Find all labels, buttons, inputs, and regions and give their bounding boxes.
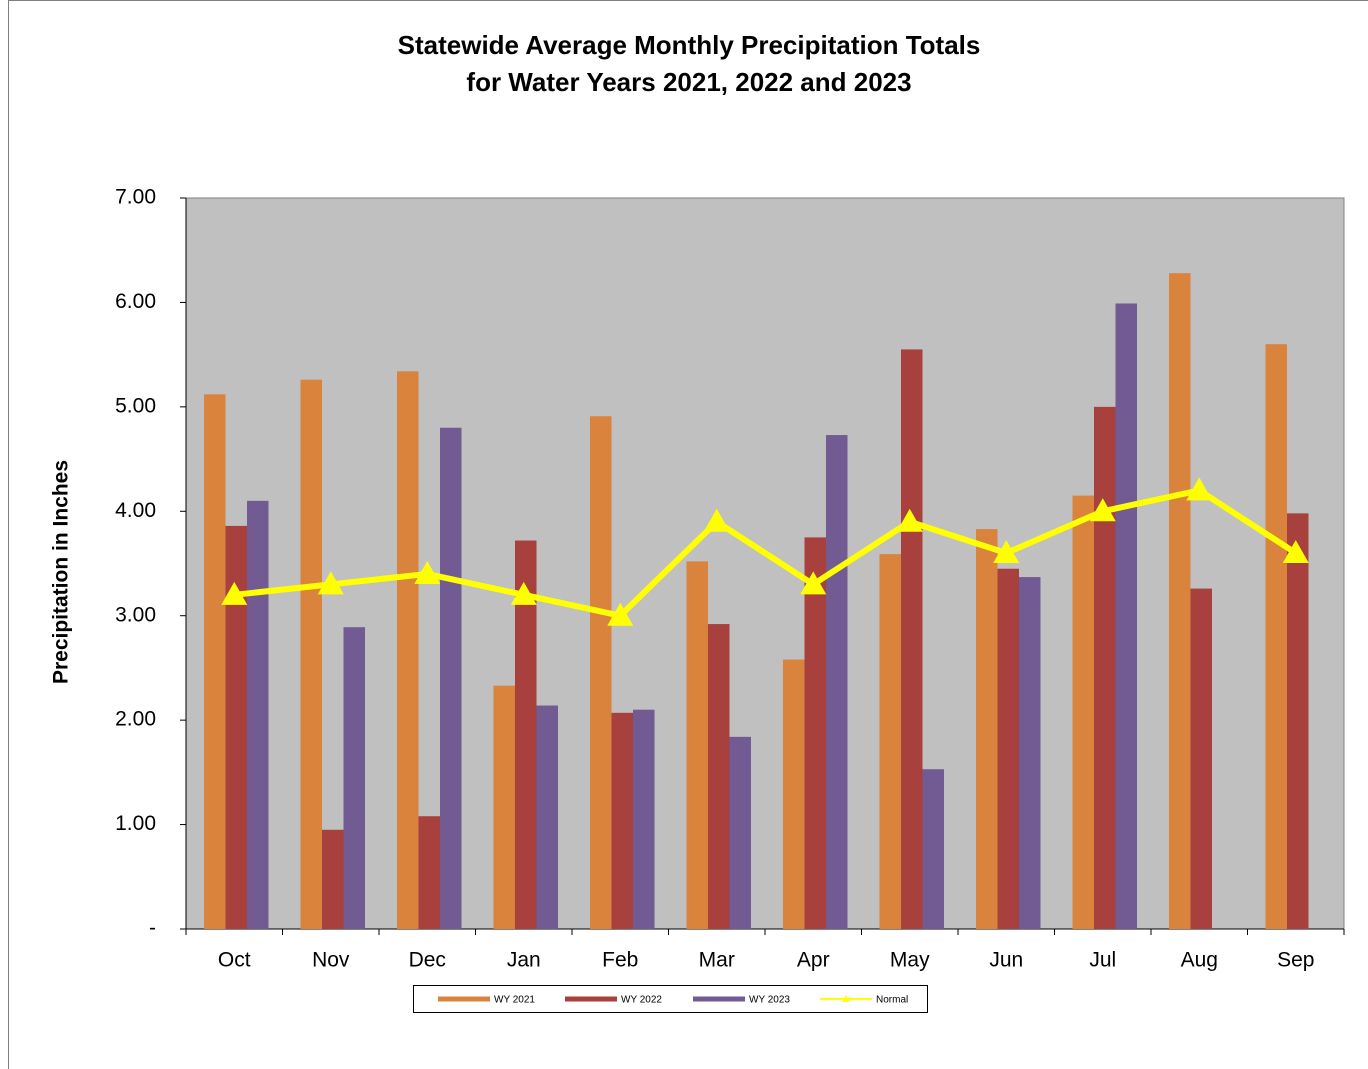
y-tick-label: 2.00 bbox=[115, 708, 156, 731]
bar bbox=[300, 379, 322, 930]
x-tick-label: May bbox=[890, 949, 930, 972]
bar bbox=[204, 394, 226, 930]
x-tick-label: Mar bbox=[699, 949, 735, 972]
bar bbox=[686, 561, 708, 929]
legend-label: WY 2022 bbox=[621, 995, 662, 1006]
y-tick-label: - bbox=[149, 917, 156, 940]
chart-title: Statewide Average Monthly Precipitation … bbox=[398, 30, 981, 60]
y-tick-label: 1.00 bbox=[115, 812, 156, 835]
x-tick-label: Feb bbox=[602, 949, 638, 972]
bar bbox=[1190, 588, 1212, 929]
bar bbox=[997, 568, 1019, 929]
marker bbox=[1282, 540, 1309, 564]
marker bbox=[317, 571, 344, 595]
y-tick-label: 6.00 bbox=[115, 290, 156, 313]
bar bbox=[536, 705, 558, 929]
bar bbox=[1115, 303, 1137, 929]
x-tick-label: Nov bbox=[312, 949, 350, 972]
marker bbox=[414, 560, 441, 584]
bar bbox=[804, 537, 826, 929]
bar bbox=[783, 659, 805, 929]
bar bbox=[493, 685, 515, 929]
legend-label: Normal bbox=[876, 995, 908, 1006]
bar bbox=[397, 371, 419, 929]
y-tick-label: 5.00 bbox=[115, 394, 156, 417]
marker bbox=[221, 581, 248, 605]
legend-marker bbox=[842, 995, 850, 1002]
legend-label: WY 2023 bbox=[749, 995, 790, 1006]
marker bbox=[993, 540, 1020, 564]
bar bbox=[247, 500, 269, 929]
bar bbox=[879, 554, 901, 929]
bar bbox=[1019, 577, 1041, 929]
bar bbox=[901, 349, 923, 930]
chart-title: for Water Years 2021, 2022 and 2023 bbox=[466, 67, 911, 97]
bar bbox=[322, 829, 344, 929]
bar bbox=[708, 624, 730, 929]
marker bbox=[510, 581, 537, 605]
bar bbox=[590, 416, 612, 929]
bar bbox=[922, 769, 944, 929]
y-tick-label: 4.00 bbox=[115, 499, 156, 522]
bar bbox=[1094, 406, 1116, 929]
x-tick-label: Jan bbox=[507, 949, 541, 972]
line bbox=[233, 487, 1298, 619]
bar bbox=[1169, 273, 1191, 929]
x-tick-label: Jun bbox=[989, 949, 1023, 972]
x-tick-label: Oct bbox=[218, 949, 251, 972]
bar bbox=[225, 525, 247, 929]
bar bbox=[343, 627, 365, 929]
y-axis-label: Precipitation in Inches bbox=[50, 460, 73, 684]
bar bbox=[1265, 344, 1287, 929]
x-tick-label: Apr bbox=[797, 949, 830, 972]
legend-label: WY 2021 bbox=[494, 995, 535, 1006]
plot-area bbox=[185, 197, 1345, 930]
bar bbox=[515, 540, 537, 929]
bar bbox=[418, 816, 440, 929]
bar bbox=[440, 427, 462, 929]
x-tick-label: Aug bbox=[1181, 949, 1218, 972]
marker bbox=[607, 602, 634, 626]
marker bbox=[1089, 498, 1116, 522]
marker bbox=[703, 508, 730, 532]
bar bbox=[976, 529, 998, 929]
bar bbox=[1072, 495, 1094, 929]
marker bbox=[1186, 477, 1213, 501]
bar bbox=[729, 736, 751, 929]
x-tick-label: Jul bbox=[1089, 949, 1116, 972]
bar bbox=[611, 712, 633, 929]
marker bbox=[896, 508, 923, 532]
y-tick-label: 7.00 bbox=[115, 186, 156, 209]
marker bbox=[800, 571, 827, 595]
bar bbox=[826, 435, 848, 929]
x-tick-label: Sep bbox=[1277, 949, 1314, 972]
bar bbox=[1287, 513, 1309, 929]
y-tick-label: 3.00 bbox=[115, 603, 156, 626]
bar bbox=[633, 709, 655, 929]
x-tick-label: Dec bbox=[409, 949, 446, 972]
